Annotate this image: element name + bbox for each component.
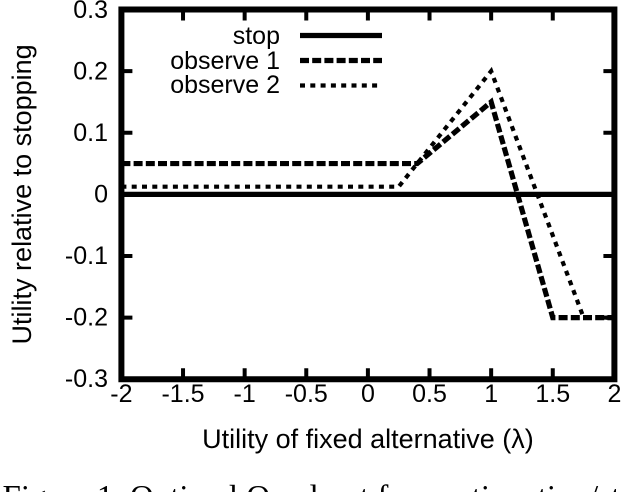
svg-text:0.2: 0.2 [73,58,108,86]
svg-text:0.3: 0.3 [73,0,108,24]
svg-text:Utility of fixed alternative (: Utility of fixed alternative (λ) [202,424,534,454]
svg-text:-0.3: -0.3 [65,365,108,393]
svg-text:Figure 1. Optimal Quadrant for: Figure 1. Optimal Quadrant for continuat… [3,480,632,492]
svg-text:0.1: 0.1 [73,119,108,147]
svg-text:-1.5: -1.5 [161,380,204,408]
svg-text:observe 2: observe 2 [170,71,280,99]
svg-text:-1: -1 [234,380,256,408]
svg-text:-2: -2 [110,380,132,408]
svg-text:2: 2 [607,380,621,408]
svg-text:1.5: 1.5 [535,380,570,408]
svg-text:0: 0 [94,181,108,209]
svg-text:-0.2: -0.2 [65,304,108,332]
svg-text:Utility relative to stopping: Utility relative to stopping [7,44,37,344]
svg-text:-0.1: -0.1 [65,242,108,270]
svg-text:0: 0 [361,380,375,408]
svg-text:1: 1 [484,380,498,408]
svg-text:-0.5: -0.5 [285,380,328,408]
svg-text:stop: stop [233,22,280,50]
svg-text:0.5: 0.5 [412,380,447,408]
